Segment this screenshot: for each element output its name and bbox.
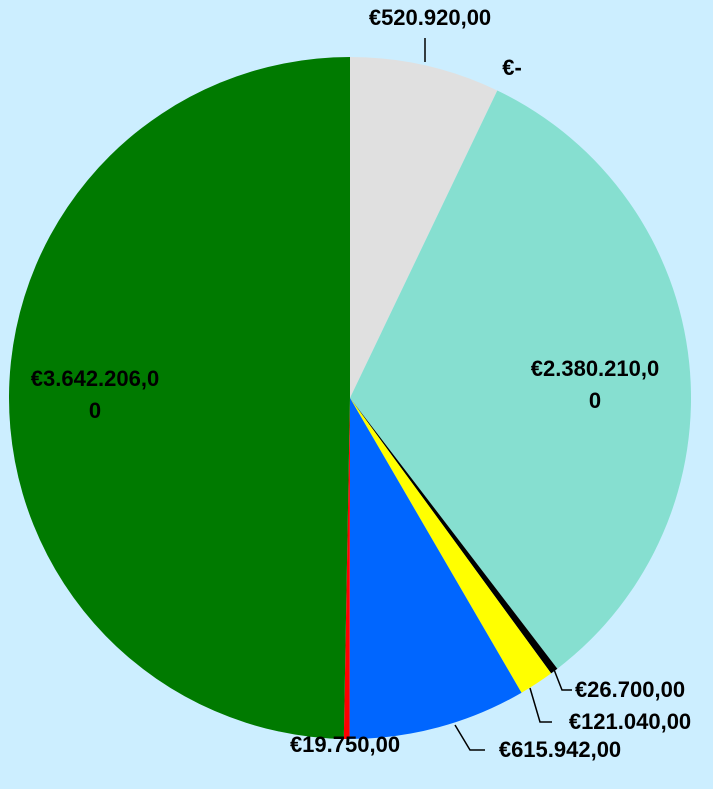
data-label: €615.942,00 (498, 737, 622, 762)
data-label: €121.040,00 (568, 709, 692, 734)
data-label: €3.642.206,00 (30, 366, 160, 423)
data-label: €19.750,00 (289, 732, 401, 757)
leader-line (529, 687, 552, 723)
data-label: €520.920,00 (368, 5, 492, 30)
pie-slice (9, 57, 351, 739)
pie-slice (350, 398, 558, 674)
pie-slice (343, 398, 350, 739)
leader-line (552, 666, 572, 691)
data-label: €- (502, 55, 522, 80)
pie-slice (350, 398, 552, 693)
leader-line (454, 724, 485, 751)
data-label: €26.700,00 (574, 677, 686, 702)
data-label: €2.380.210,00 (530, 356, 660, 413)
pie-slice (350, 90, 691, 669)
pie-slice (350, 57, 498, 398)
pie-slice (349, 398, 522, 740)
pie-slice (350, 90, 498, 398)
